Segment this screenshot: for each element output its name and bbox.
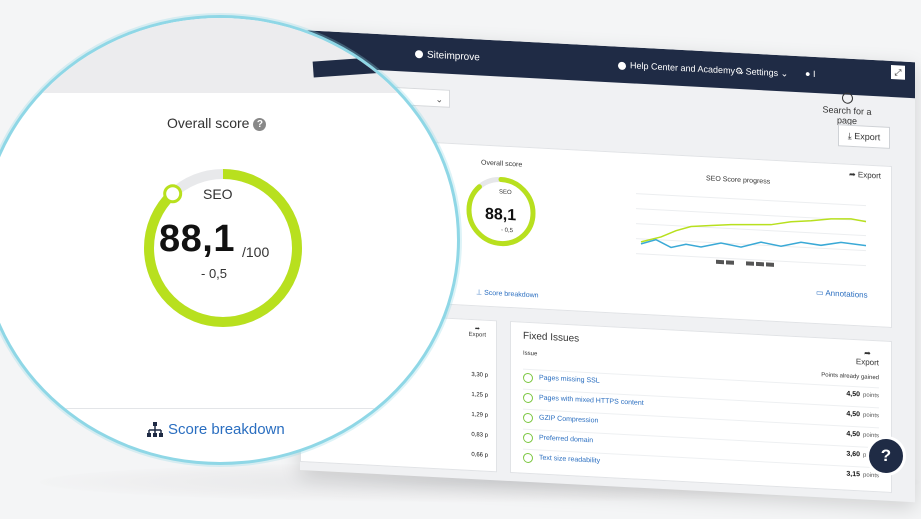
score-overview-card: ➦ Export Overall score SEO 88,1 - 0,5 SE…: [420, 141, 892, 329]
mini-score-gauge: [466, 176, 536, 247]
issue-points: 0,83 p: [471, 431, 488, 439]
points-value: 4,50: [846, 410, 860, 419]
points-value: 4,50: [846, 390, 860, 399]
issues-export-label: Export: [468, 331, 486, 339]
lens-footer: [0, 408, 457, 462]
issue-name: Preferred domain: [539, 434, 594, 445]
question-icon: ?: [880, 446, 892, 465]
seo-score-gauge: [144, 169, 302, 327]
help-center-label: Help Center and Academy: [630, 60, 736, 76]
fixed-issues-title: Fixed Issues: [523, 330, 580, 345]
card-export-label: Export: [857, 170, 881, 181]
mini-breakdown-label: Score breakdown: [484, 289, 539, 300]
dashboard-window: Siteimprove Help Center and Academy ⌄ ⚙ …: [300, 30, 915, 503]
expand-icon[interactable]: ⤢: [891, 64, 905, 80]
annotations-label: Annotations: [825, 288, 868, 300]
mini-seo-label: SEO: [499, 189, 512, 197]
lens-header-strip: [0, 18, 457, 93]
check-icon: [523, 412, 533, 424]
mini-score-delta: - 0,5: [501, 227, 514, 235]
check-icon: [523, 392, 533, 404]
lens-navbar-fragment: [312, 50, 457, 78]
search-icon: [841, 92, 853, 104]
card-export-button[interactable]: ➦ Export: [849, 170, 881, 181]
seo-label: SEO: [203, 186, 233, 202]
settings-menu[interactable]: ⚙ Settings ⌄: [735, 66, 788, 80]
check-icon: [523, 372, 533, 384]
issue-points: 3,30 p: [471, 371, 488, 379]
help-question-button[interactable]: ?: [866, 436, 906, 476]
fixed-export-label: Export: [855, 357, 879, 368]
search-label: Search for a page: [822, 104, 872, 127]
score-max: /100: [242, 244, 270, 260]
mini-score-value: 88,1: [485, 205, 517, 225]
fixed-issues-export-button[interactable]: ➦ Export: [855, 348, 879, 368]
export-label: Export: [854, 131, 881, 143]
points-value: 3,60: [846, 450, 860, 459]
overall-score-title: Overall score?: [167, 115, 267, 131]
help-icon: [618, 61, 626, 70]
export-icon: ⤓: [847, 130, 852, 141]
issue-name: Text size readability: [539, 454, 601, 465]
user-initial: I: [812, 68, 816, 80]
issue-points: 1,25 p: [471, 391, 488, 399]
check-icon: [523, 432, 533, 444]
fixed-issues-card: Fixed Issues ➦ Export Issue Points alread…: [510, 321, 892, 494]
score-progress-chart: [636, 193, 867, 267]
score-delta: - 0,5: [201, 266, 228, 281]
gear-icon: ⚙: [735, 65, 744, 77]
issue-points: 0,66 p: [471, 451, 488, 459]
issue-points: 4,50 points: [846, 411, 879, 420]
points-column-header: Points already gained: [821, 372, 879, 382]
help-center-menu[interactable]: Help Center and Academy ⌄: [618, 60, 745, 78]
issue-points: 1,29 p: [471, 411, 488, 419]
gauge-handle: [163, 184, 183, 204]
score-breakdown-link[interactable]: Score breakdown: [146, 421, 285, 438]
seo-score-value: 88,1: [159, 218, 235, 260]
annotations-link[interactable]: ▭ Annotations: [816, 288, 868, 300]
issues-export-button[interactable]: ➦ Export: [469, 325, 486, 339]
issue-name: Pages with mixed HTTPS content: [539, 394, 644, 408]
score-progress-title: SEO Score progress: [706, 175, 771, 186]
export-button[interactable]: ⤓ Export: [838, 124, 890, 149]
issue-points: 4,50 points: [846, 431, 879, 440]
hierarchy-icon: ⊥: [476, 289, 483, 297]
help-question-icon[interactable]: ?: [253, 117, 267, 131]
points-unit: points: [862, 392, 879, 400]
score-breakdown-label: Score breakdown: [168, 421, 285, 438]
issue-points: 4,50 points: [846, 391, 879, 400]
points-value: 4,50: [846, 430, 860, 439]
mini-score-breakdown-link[interactable]: ⊥ Score breakdown: [476, 288, 539, 299]
check-icon: [523, 452, 533, 464]
settings-label: Settings: [745, 66, 779, 79]
user-icon: ●: [805, 68, 811, 79]
hierarchy-icon: [147, 422, 163, 438]
issue-name: Pages missing SSL: [539, 374, 600, 385]
points-value: 3,15: [846, 470, 860, 479]
search-page-button[interactable]: Search for a page: [812, 91, 882, 128]
points-unit: points: [862, 412, 879, 420]
export-icon: ➦: [848, 169, 856, 180]
overall-score-label: Overall score: [167, 115, 250, 131]
issue-column-header: Issue: [523, 350, 538, 358]
comment-icon: ▭: [816, 288, 824, 298]
export-icon: ➦: [864, 348, 871, 358]
user-menu[interactable]: ● I: [805, 68, 815, 79]
chevron-down-icon: ⌄: [780, 68, 789, 79]
issue-name: GZIP Compression: [539, 414, 599, 425]
mini-overall-score-title: Overall score: [481, 159, 523, 169]
chevron-down-icon: ⌄: [435, 94, 443, 105]
magnified-score-lens: Overall score? SEO 88,1 /100 - 0,5 Score…: [0, 15, 460, 465]
